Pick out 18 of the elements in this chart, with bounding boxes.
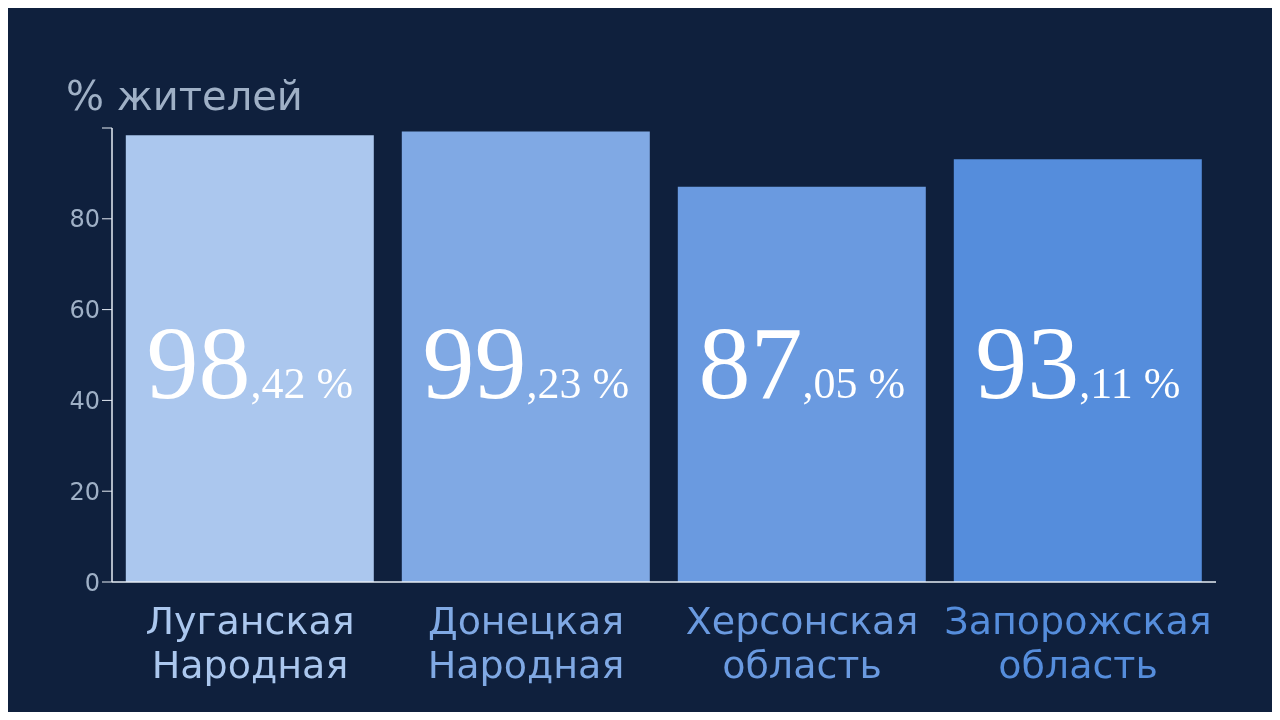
y-tick-label: 60 (69, 296, 100, 325)
x-tick-label: Херсонская область (685, 599, 919, 687)
y-tick-label: 40 (69, 386, 100, 415)
x-tick-label: Запорожская область (944, 599, 1212, 687)
data-label: 93,11 % (975, 305, 1181, 420)
bar (677, 186, 926, 582)
x-tick-label: Луганская Народная (145, 599, 355, 687)
x-tick-label: Донецкая Народная (427, 599, 625, 687)
y-axis-title: % жителей (66, 72, 303, 120)
data-label: 99,23 % (422, 305, 630, 420)
bar (125, 135, 374, 582)
bar (953, 159, 1202, 582)
data-label: 87,05 % (698, 305, 906, 420)
y-tick-label: 0 (84, 568, 100, 597)
y-tick-label: 80 (69, 205, 100, 234)
y-tick-label: 20 (69, 477, 100, 506)
bar (401, 131, 650, 582)
data-label: 98,42 % (146, 305, 354, 420)
